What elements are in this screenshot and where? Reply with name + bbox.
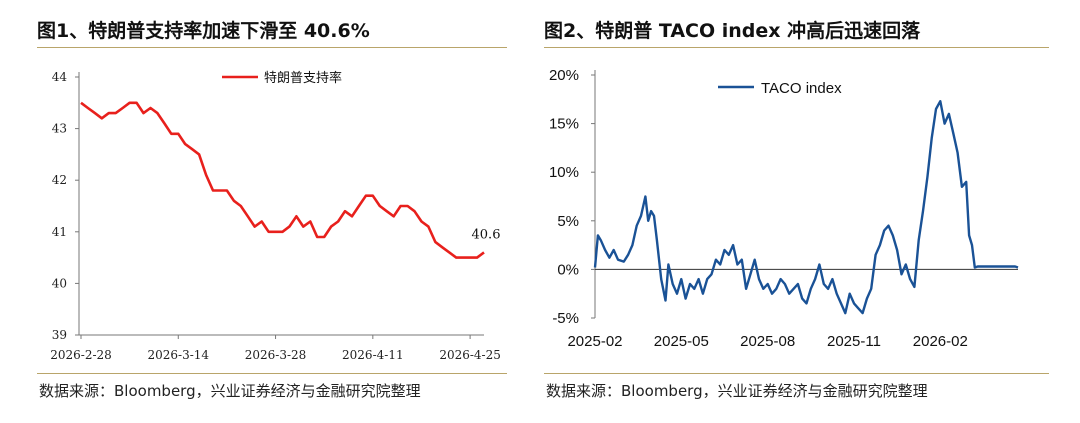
series-line-taco (593, 99, 1019, 315)
source-note: 数据来源：Bloomberg，兴业证券经济与金融研究院整理 (546, 382, 928, 400)
last-value-annotation: 40.6 (472, 227, 501, 242)
x-tick-label: 2026-3-28 (245, 348, 307, 362)
y-tick-label: 40 (52, 276, 67, 290)
approval-line-chart: 39 40 41 42 43 44 2026-2-28 2026-3-14 2026-3-28 2… (50, 70, 501, 362)
legend-label: 特朗普支持率 (264, 70, 342, 86)
x-tick-label: 2025-08 (740, 333, 795, 350)
chart-title: 图1、特朗普支持率加速下滑至 40.6% (37, 20, 370, 42)
x-tick-label: 2026-4-11 (342, 348, 404, 362)
chart-title: 图2、特朗普 TACO index 冲高后迅速回落 (544, 20, 921, 42)
y-tick-label: 43 (52, 122, 67, 136)
title-divider (37, 47, 507, 48)
series-line-approval (80, 101, 485, 259)
y-tick-label: 41 (52, 225, 67, 239)
taco-line-chart: -5% 0% 5% 10% 15% 20% 2025-02 2025-05 2025-08 202… (549, 67, 1019, 350)
y-tick-label: 10% (549, 164, 579, 181)
chart-panel-taco: 图2、特朗普 TACO index 冲高后迅速回落 -5% 0% 5% 10% 15% 2… (540, 0, 1080, 423)
y-tick-label: 15% (549, 116, 579, 133)
legend-label: TACO index (761, 80, 842, 97)
y-tick-label: 44 (52, 70, 68, 84)
source-divider (37, 373, 507, 374)
x-tick-label: 2025-02 (567, 333, 622, 350)
x-tick-label: 2026-3-14 (147, 348, 209, 362)
y-tick-label: 5% (557, 213, 579, 230)
y-tick-label: 0% (557, 261, 579, 278)
y-tick-label: 39 (52, 328, 67, 342)
title-divider (544, 47, 1049, 48)
x-tick-label: 2025-05 (654, 333, 709, 350)
source-divider (544, 373, 1049, 374)
x-tick-label: 2025-11 (827, 333, 881, 350)
x-tick-label: 2026-02 (913, 333, 968, 350)
x-tick-label: 2026-2-28 (50, 348, 112, 362)
chart-panel-approval: 图1、特朗普支持率加速下滑至 40.6% 39 40 41 42 43 44 2026-2-… (0, 0, 535, 423)
x-tick-label: 2026-4-25 (439, 348, 501, 362)
source-note: 数据来源：Bloomberg，兴业证券经济与金融研究院整理 (39, 382, 421, 400)
y-tick-label: 20% (549, 67, 579, 84)
y-tick-label: -5% (552, 310, 579, 327)
y-tick-label: 42 (52, 173, 67, 187)
